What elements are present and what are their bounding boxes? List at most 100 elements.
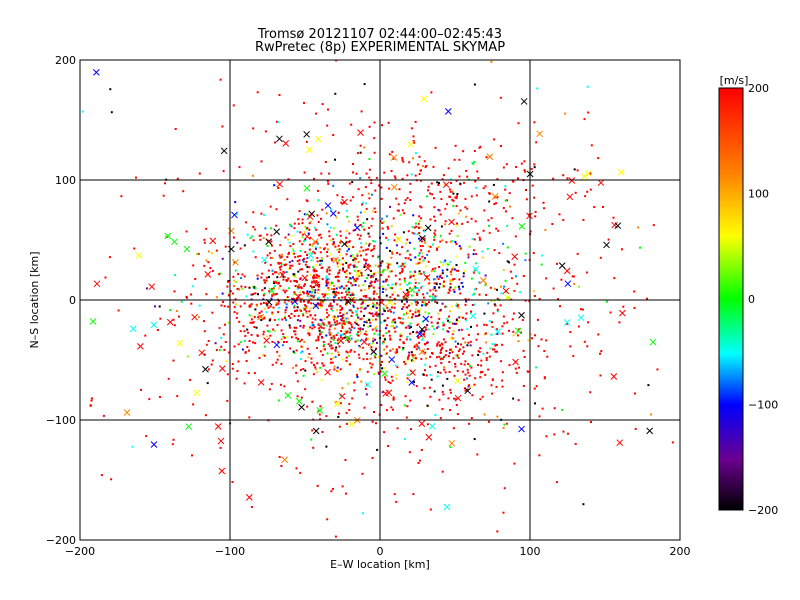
data-point xyxy=(319,405,322,408)
data-point xyxy=(542,201,545,204)
data-point xyxy=(343,287,345,290)
data-point xyxy=(418,237,421,240)
data-point xyxy=(379,370,382,373)
data-point xyxy=(508,192,511,195)
data-point xyxy=(412,360,415,362)
data-point xyxy=(340,308,343,311)
data-point xyxy=(385,305,388,307)
data-point xyxy=(474,377,477,380)
data-point xyxy=(318,283,321,286)
data-cross xyxy=(298,403,305,411)
data-cross xyxy=(420,95,428,103)
data-point xyxy=(345,272,347,275)
data-point xyxy=(290,225,293,228)
data-point xyxy=(371,342,374,345)
data-point xyxy=(336,265,339,268)
data-point xyxy=(371,217,374,220)
data-point xyxy=(473,249,475,252)
data-point xyxy=(464,360,467,363)
data-point xyxy=(413,226,416,229)
data-point xyxy=(374,327,377,330)
data-point xyxy=(442,280,445,283)
data-point xyxy=(432,268,434,271)
data-cross xyxy=(584,170,592,177)
data-point xyxy=(406,197,409,199)
data-point xyxy=(236,241,239,244)
data-point xyxy=(110,111,113,114)
data-point xyxy=(428,295,431,298)
data-cross xyxy=(185,423,192,430)
data-point xyxy=(295,371,298,374)
data-point xyxy=(266,324,269,327)
data-point xyxy=(313,276,316,279)
data-cross xyxy=(536,130,544,138)
data-point xyxy=(306,227,309,229)
data-point xyxy=(375,278,378,281)
data-point xyxy=(302,291,305,293)
data-point xyxy=(337,351,340,354)
data-point xyxy=(400,270,403,273)
data-point xyxy=(423,301,426,304)
data-point xyxy=(319,251,322,254)
data-point xyxy=(312,324,315,327)
data-cross xyxy=(311,238,319,246)
data-point xyxy=(513,263,516,266)
data-point xyxy=(215,249,218,252)
data-point xyxy=(357,316,359,319)
data-point xyxy=(452,337,455,340)
data-point xyxy=(286,336,289,339)
data-point xyxy=(371,273,373,276)
data-point xyxy=(357,331,360,334)
data-point xyxy=(511,217,514,220)
data-point xyxy=(574,191,577,194)
data-point xyxy=(308,353,311,355)
data-point xyxy=(182,190,185,193)
data-point xyxy=(338,248,341,251)
data-point xyxy=(602,206,604,208)
data-point xyxy=(336,320,339,323)
data-point xyxy=(198,304,201,307)
data-point xyxy=(529,230,532,233)
data-point xyxy=(205,293,208,296)
data-point xyxy=(496,196,499,199)
data-point xyxy=(390,325,393,328)
data-point xyxy=(364,388,367,390)
data-point xyxy=(363,264,366,267)
data-point xyxy=(409,253,412,256)
data-point xyxy=(251,174,254,177)
data-cross xyxy=(564,280,572,288)
data-point xyxy=(395,500,398,503)
data-point xyxy=(373,297,376,300)
data-point xyxy=(104,276,107,279)
data-point xyxy=(300,309,302,312)
data-point xyxy=(363,314,366,317)
data-point xyxy=(406,381,409,384)
data-point xyxy=(428,301,430,304)
data-point xyxy=(332,238,335,241)
data-point xyxy=(446,377,449,380)
data-point xyxy=(275,293,277,296)
data-point xyxy=(377,315,380,318)
data-point xyxy=(358,369,361,372)
data-cross xyxy=(431,295,439,302)
data-point xyxy=(345,262,348,264)
data-point xyxy=(300,396,303,399)
data-point xyxy=(371,255,374,258)
data-point xyxy=(227,321,230,324)
data-point xyxy=(352,306,355,308)
data-point xyxy=(423,303,426,306)
data-point xyxy=(446,203,448,206)
data-point xyxy=(345,253,348,256)
data-cross xyxy=(228,245,235,253)
data-point xyxy=(237,343,240,346)
data-point xyxy=(359,368,362,371)
data-point xyxy=(434,300,437,303)
data-point xyxy=(90,397,93,400)
data-point xyxy=(144,334,147,337)
data-point xyxy=(484,373,487,376)
data-point xyxy=(387,309,390,312)
data-point xyxy=(358,274,360,277)
data-point xyxy=(457,356,460,359)
data-point xyxy=(277,121,280,124)
data-point xyxy=(461,222,464,225)
